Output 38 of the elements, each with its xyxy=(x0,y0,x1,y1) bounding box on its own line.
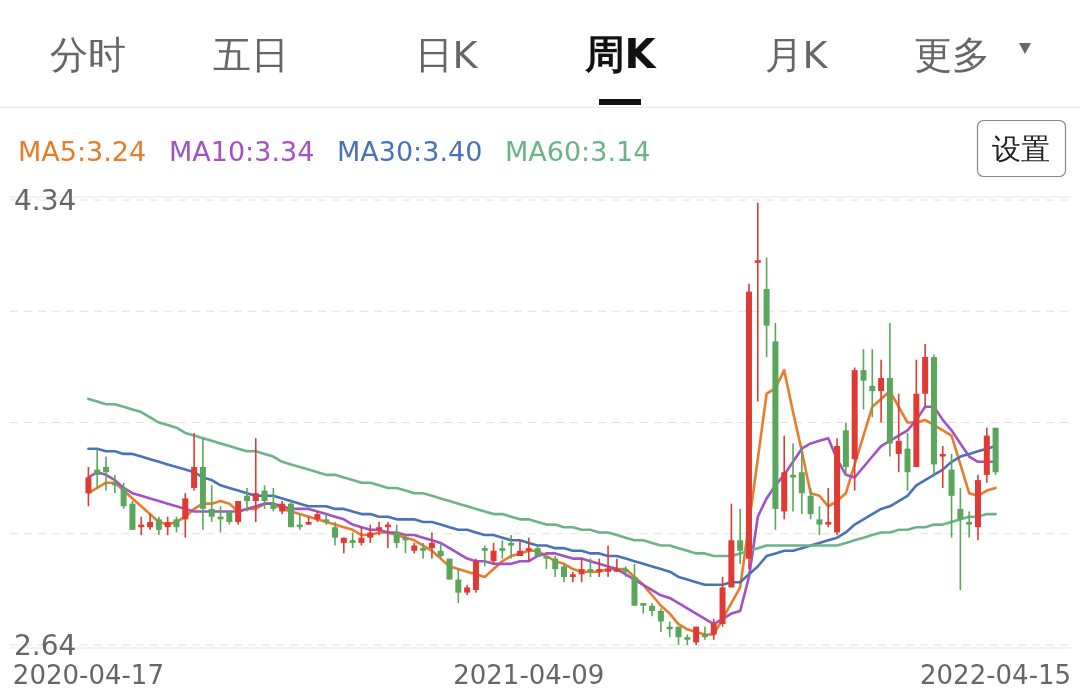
candlestick xyxy=(966,511,973,538)
candlestick xyxy=(103,456,110,491)
text: 更多 xyxy=(914,33,990,77)
candlestick xyxy=(481,545,488,567)
text: 五日 xyxy=(213,33,289,77)
candlestick xyxy=(94,448,101,488)
y-tick-label: 2.64 xyxy=(14,628,77,662)
y-tick-label: 4.34 xyxy=(14,183,77,217)
settings-button: 设置 xyxy=(976,119,1067,178)
candlestick xyxy=(869,349,876,418)
candlestick xyxy=(613,558,620,572)
text: MA60:3.14 xyxy=(505,136,651,167)
candlestick xyxy=(508,535,515,559)
candlestick xyxy=(878,359,885,423)
candlestick xyxy=(323,514,330,525)
x-tick-label: 2020-04-17 xyxy=(12,660,164,690)
candlestick xyxy=(420,542,427,559)
line-series xyxy=(87,397,997,558)
candlestick xyxy=(596,558,603,577)
text: MA5:3.24 xyxy=(18,136,147,167)
text: 分时 xyxy=(50,33,126,77)
candlestick xyxy=(376,521,383,536)
candlestick xyxy=(754,202,761,402)
text: MA30:3.40 xyxy=(337,136,483,167)
candlestick xyxy=(243,487,250,512)
candlestick xyxy=(825,487,832,528)
text: 周K xyxy=(583,31,658,77)
x-tick-label: 2021-04-09 xyxy=(453,660,605,690)
text: 日K xyxy=(414,33,479,77)
candlestick xyxy=(640,603,647,614)
candlestick xyxy=(208,485,215,522)
candlestick xyxy=(525,537,532,562)
text: MA10:3.34 xyxy=(169,136,315,167)
candlestick xyxy=(737,508,744,564)
candlestick xyxy=(605,545,612,577)
candlestick xyxy=(428,532,435,559)
text: 月K xyxy=(764,33,829,77)
x-tick-label: 2022-04-15 xyxy=(920,660,1072,690)
